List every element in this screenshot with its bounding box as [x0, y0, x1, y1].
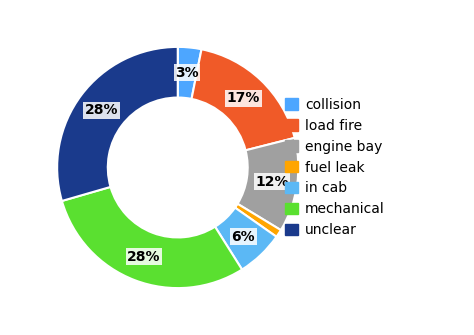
Text: 28%: 28%: [127, 250, 161, 264]
Wedge shape: [215, 208, 276, 270]
Wedge shape: [237, 138, 298, 230]
Wedge shape: [178, 47, 201, 99]
Text: 6%: 6%: [232, 229, 255, 244]
Text: 12%: 12%: [255, 175, 289, 189]
Wedge shape: [235, 204, 281, 237]
Text: 17%: 17%: [227, 91, 260, 106]
Wedge shape: [191, 49, 295, 150]
Text: 28%: 28%: [85, 103, 118, 117]
Wedge shape: [62, 187, 242, 288]
Legend: collision, load fire, engine bay, fuel leak, in cab, mechanical, unclear: collision, load fire, engine bay, fuel l…: [281, 93, 389, 242]
Text: 3%: 3%: [175, 66, 199, 80]
Wedge shape: [57, 47, 178, 201]
